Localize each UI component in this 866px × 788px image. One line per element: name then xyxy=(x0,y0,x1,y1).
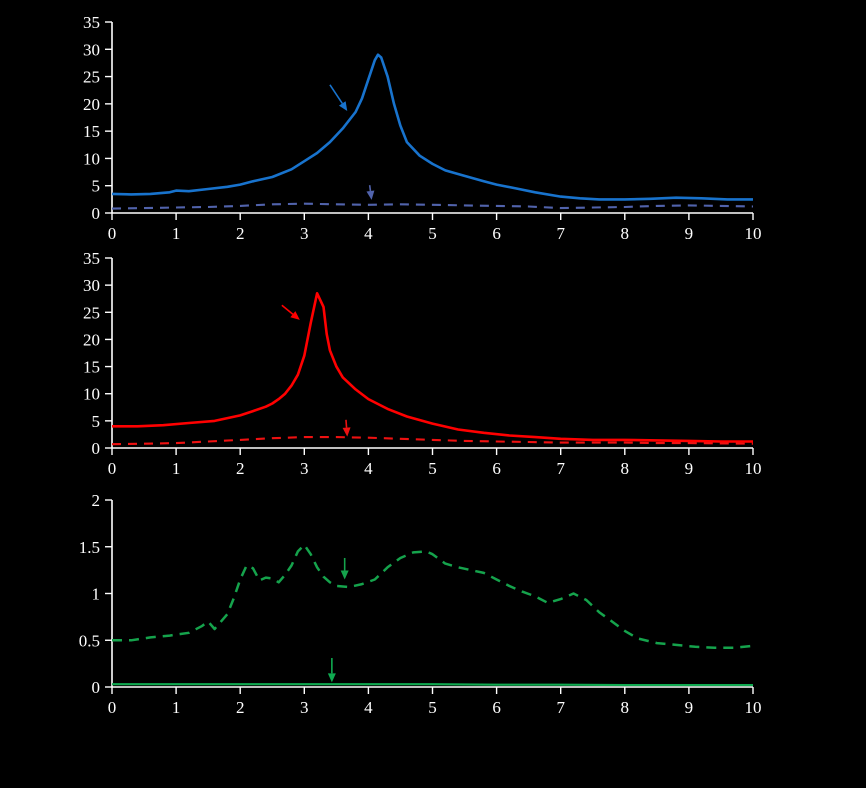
x-tick-label: 9 xyxy=(685,698,694,717)
y-tick-label: 15 xyxy=(83,358,100,377)
annotation-arrow xyxy=(281,304,300,320)
y-tick-label: 30 xyxy=(83,40,100,59)
x-tick-label: 8 xyxy=(621,459,630,478)
y-tick-label: 15 xyxy=(83,122,100,141)
x-tick-label: 10 xyxy=(745,459,762,478)
y-tick-label: 1.5 xyxy=(79,538,100,557)
y-tick-label: 10 xyxy=(83,385,100,404)
y-tick-label: 35 xyxy=(83,13,100,32)
x-tick-label: 7 xyxy=(556,459,565,478)
x-tick-label: 0 xyxy=(108,698,117,717)
x-tick-label: 6 xyxy=(492,224,501,243)
panel-middle: 0 1 2 3 4 5 6 7 8 9 10 0 5 10 15 20 25 30 35 xyxy=(83,249,762,478)
y-tick-label: 30 xyxy=(83,276,100,295)
red-solid-curve xyxy=(112,291,753,443)
x-tick-label: 5 xyxy=(428,698,437,717)
x-tick-label: 5 xyxy=(428,459,437,478)
x-tick-label: 6 xyxy=(492,459,501,478)
annotation-arrow xyxy=(329,84,348,111)
x-tick-label: 10 xyxy=(745,224,762,243)
x-tick-label: 0 xyxy=(108,224,117,243)
x-tick-label: 5 xyxy=(428,224,437,243)
blue-dashed-curve xyxy=(111,202,754,210)
annotation-arrow xyxy=(340,557,349,580)
green-solid-curve xyxy=(112,683,753,687)
x-tick-label: 4 xyxy=(364,698,373,717)
x-tick-label: 4 xyxy=(364,459,373,478)
x-tick-label: 2 xyxy=(236,459,245,478)
x-tick-label: 0 xyxy=(108,459,117,478)
blue-solid-curve xyxy=(111,53,753,201)
x-tick-label: 6 xyxy=(492,698,501,717)
annotation-arrow xyxy=(327,658,336,683)
y-tick-label: 0 xyxy=(92,678,101,697)
y-tick-label: 5 xyxy=(92,177,101,196)
x-tick-label: 2 xyxy=(236,224,245,243)
panel-top-axes: 0 1 2 3 4 5 6 7 8 9 10 0 5 10 15 20 25 30 35 xyxy=(83,13,762,243)
panel-top: 0 1 2 3 4 5 6 7 8 9 10 0 5 10 15 20 25 30 35 xyxy=(83,13,762,243)
x-tick-label: 1 xyxy=(172,459,181,478)
x-tick-label: 4 xyxy=(364,224,373,243)
y-tick-label: 35 xyxy=(83,249,100,268)
x-tick-label: 9 xyxy=(685,224,694,243)
y-tick-label: 0.5 xyxy=(79,631,100,650)
x-tick-label: 3 xyxy=(300,459,309,478)
x-tick-label: 1 xyxy=(172,224,181,243)
y-tick-label: 20 xyxy=(83,330,100,349)
y-tick-label: 10 xyxy=(83,149,100,168)
x-tick-label: 8 xyxy=(621,698,630,717)
annotation-arrow xyxy=(342,419,351,437)
x-tick-label: 2 xyxy=(236,698,245,717)
x-tick-label: 10 xyxy=(745,698,762,717)
y-tick-label: 0 xyxy=(92,204,101,223)
x-tick-label: 8 xyxy=(621,224,630,243)
x-tick-label: 1 xyxy=(172,698,181,717)
x-tick-label: 7 xyxy=(556,698,565,717)
green-dashed-curve xyxy=(112,543,754,649)
y-tick-label: 2 xyxy=(92,491,101,510)
x-tick-label: 3 xyxy=(300,224,309,243)
panel-bottom-axes: 0 1 2 3 4 5 6 7 8 9 10 0 0.5 1 1.5 2 xyxy=(79,491,762,717)
y-tick-label: 1 xyxy=(92,585,101,604)
y-tick-label: 25 xyxy=(83,68,100,87)
panel-bottom: 0 1 2 3 4 5 6 7 8 9 10 0 0.5 1 1.5 2 xyxy=(79,491,762,717)
x-tick-label: 3 xyxy=(300,698,309,717)
y-tick-label: 25 xyxy=(83,303,100,322)
y-tick-label: 5 xyxy=(92,412,101,431)
red-dashed-curve xyxy=(111,436,754,446)
y-tick-label: 0 xyxy=(92,439,101,458)
y-tick-label: 20 xyxy=(83,95,100,114)
x-tick-label: 7 xyxy=(556,224,565,243)
annotation-arrow xyxy=(366,185,375,200)
panel-middle-axes: 0 1 2 3 4 5 6 7 8 9 10 0 5 10 15 20 25 30 35 xyxy=(83,249,762,478)
x-tick-label: 9 xyxy=(685,459,694,478)
